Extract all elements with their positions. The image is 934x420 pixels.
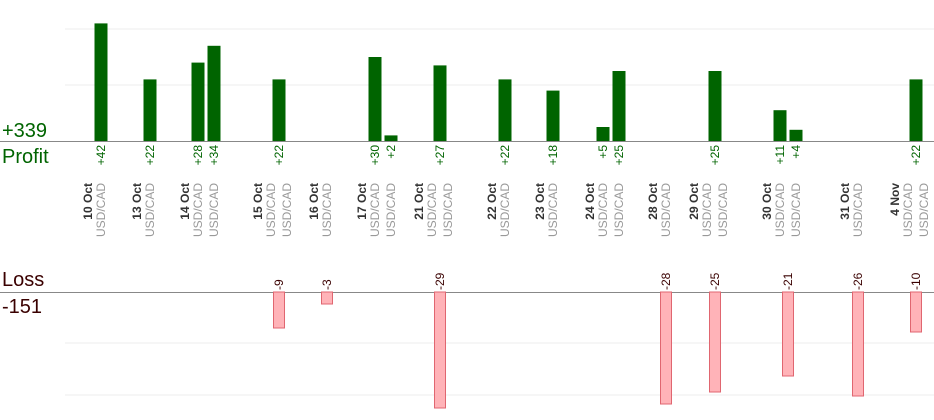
date-label: 4 Nov bbox=[888, 183, 902, 216]
date-label: 23 Oct bbox=[533, 183, 547, 220]
pair-label: USD/CAD bbox=[546, 183, 560, 237]
pair-label: USD/CAD bbox=[191, 183, 205, 237]
pair-label: USD/CAD bbox=[320, 183, 334, 237]
date-label: 28 Oct bbox=[646, 183, 660, 220]
profit-bar bbox=[546, 90, 560, 141]
pair-label: USD/CAD bbox=[773, 183, 787, 237]
profit-value-label: +25 bbox=[708, 145, 722, 166]
profit-value-label: +34 bbox=[207, 145, 221, 166]
date-label: 16 Oct bbox=[307, 183, 321, 220]
loss-bar bbox=[434, 291, 446, 409]
loss-value-label: -9 bbox=[272, 279, 286, 290]
date-label: 30 Oct bbox=[760, 183, 774, 220]
profit-bar bbox=[596, 127, 610, 141]
date-label: 29 Oct bbox=[687, 183, 701, 220]
profit-value-label: +27 bbox=[433, 145, 447, 166]
profit-value-label: +30 bbox=[368, 145, 382, 166]
profit-bar bbox=[773, 110, 787, 141]
loss-value-label: -29 bbox=[433, 272, 447, 290]
profit-bar bbox=[789, 129, 803, 141]
date-label: 17 Oct bbox=[355, 183, 369, 220]
date-label: 22 Oct bbox=[485, 183, 499, 220]
profit-value-label: +22 bbox=[909, 145, 923, 166]
loss-bar bbox=[321, 291, 333, 305]
profit-bar bbox=[384, 135, 398, 141]
axis-labels: +42 +22 +28 +34 +22-9 -3+30 +2-29+27 +22 +18 +5 +2… bbox=[81, 145, 931, 290]
date-label: 21 Oct bbox=[412, 183, 426, 220]
date-label: 15 Oct bbox=[251, 183, 265, 220]
profit-value-label: +42 bbox=[94, 145, 108, 166]
loss-bar bbox=[709, 291, 721, 393]
profit-bar bbox=[272, 79, 286, 141]
pair-label: USD/CAD bbox=[789, 183, 803, 237]
pair-label: USD/CAD bbox=[700, 183, 714, 237]
pair-label: USD/CAD bbox=[612, 183, 626, 237]
pair-label: USD/CAD bbox=[264, 183, 278, 237]
profit-bar bbox=[433, 65, 447, 141]
profit-bar bbox=[498, 79, 512, 141]
pair-label: USD/CAD bbox=[716, 183, 730, 237]
pair-label: USD/CAD bbox=[143, 183, 157, 237]
profit-bar bbox=[94, 23, 108, 141]
profit-value-label: +11 bbox=[773, 145, 787, 165]
loss-bar bbox=[910, 291, 922, 333]
pair-label: USD/CAD bbox=[917, 183, 931, 237]
profit-bar bbox=[909, 79, 923, 141]
loss-value-label: -21 bbox=[781, 272, 795, 290]
profit-value-label: +5 bbox=[596, 145, 610, 159]
profit-bar bbox=[368, 57, 382, 141]
profit-bar bbox=[612, 71, 626, 141]
pair-label: USD/CAD bbox=[901, 183, 915, 237]
pair-label: USD/CAD bbox=[94, 183, 108, 237]
profit-title: Profit bbox=[2, 146, 49, 168]
pair-label: USD/CAD bbox=[207, 183, 221, 237]
loss-value-label: -26 bbox=[851, 272, 865, 290]
profit-total: +339 bbox=[2, 120, 47, 142]
profit-value-label: +28 bbox=[191, 145, 205, 166]
profit-bar bbox=[143, 79, 157, 141]
profit-value-label: +22 bbox=[143, 145, 157, 166]
loss-value-label: -10 bbox=[909, 272, 923, 290]
pair-label: USD/CAD bbox=[384, 183, 398, 237]
date-label: 31 Oct bbox=[838, 183, 852, 220]
pair-label: USD/CAD bbox=[851, 183, 865, 237]
pair-label: USD/CAD bbox=[441, 183, 455, 237]
date-label: 14 Oct bbox=[178, 183, 192, 220]
loss-bar bbox=[660, 291, 672, 405]
pair-label: USD/CAD bbox=[659, 183, 673, 237]
loss-value-label: -3 bbox=[320, 279, 334, 290]
trade-bars bbox=[94, 23, 923, 409]
loss-value-label: -25 bbox=[708, 272, 722, 290]
profit-value-label: +22 bbox=[498, 145, 512, 166]
profit-value-label: +2 bbox=[384, 145, 398, 159]
pair-label: USD/CAD bbox=[368, 183, 382, 237]
profit-bar bbox=[191, 62, 205, 141]
profit-bar bbox=[207, 45, 221, 141]
pair-label: USD/CAD bbox=[425, 183, 439, 237]
loss-value-label: -28 bbox=[659, 272, 673, 290]
loss-bar bbox=[273, 291, 285, 329]
profit-value-label: +25 bbox=[612, 145, 626, 166]
loss-title: Loss bbox=[2, 269, 44, 291]
date-label: 13 Oct bbox=[130, 183, 144, 220]
profit-value-label: +18 bbox=[546, 145, 560, 166]
loss-bar bbox=[852, 291, 864, 397]
profit-value-label: +22 bbox=[272, 145, 286, 166]
profit-value-label: +4 bbox=[789, 145, 803, 159]
date-label: 24 Oct bbox=[583, 183, 597, 220]
pair-label: USD/CAD bbox=[596, 183, 610, 237]
date-label: 10 Oct bbox=[81, 183, 95, 220]
pair-label: USD/CAD bbox=[498, 183, 512, 237]
profit-bar bbox=[708, 71, 722, 141]
loss-total: -151 bbox=[2, 296, 42, 318]
loss-bar bbox=[782, 291, 794, 377]
pair-label: USD/CAD bbox=[280, 183, 294, 237]
